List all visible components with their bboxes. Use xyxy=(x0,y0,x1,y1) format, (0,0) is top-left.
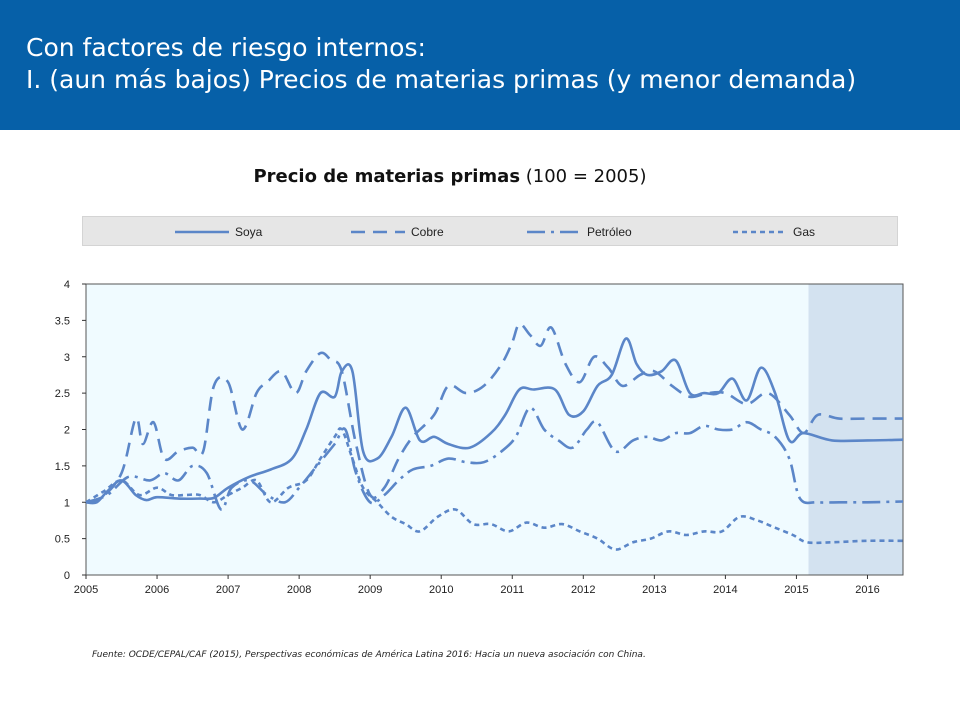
chart-title-rest: (100 = 2005) xyxy=(520,166,647,187)
x-tick-label: 2007 xyxy=(216,584,240,596)
y-tick-label: 4 xyxy=(64,279,70,291)
x-tick-label: 2010 xyxy=(429,584,453,596)
series-line-petroleo xyxy=(85,406,904,511)
y-tick-label: 3.5 xyxy=(55,315,70,327)
slide-header: Con factores de riesgo internos: I. (aun… xyxy=(0,0,960,130)
y-tick-label: 1.5 xyxy=(55,461,70,473)
y-tick-label: 0.5 xyxy=(55,534,70,546)
line-chart: 0 0.5 1 1.5 2 2.5 3 3.5 4 2005 2006 2007 2008 2009 201… xyxy=(55,279,904,596)
series-line-cobre xyxy=(85,322,903,504)
legend-label-soya: Soya xyxy=(235,225,263,239)
legend-svg: Soya Cobre Petróleo Gas xyxy=(175,225,815,239)
legend-label-petroleo: Petróleo xyxy=(587,225,632,239)
y-tick-label: 0 xyxy=(64,570,70,582)
x-tick-label: 2014 xyxy=(713,584,737,596)
x-tick-label: 2015 xyxy=(784,584,808,596)
legend-label-gas: Gas xyxy=(793,225,815,239)
x-tick-label: 2005 xyxy=(74,584,98,596)
slide-title-line-2: I. (aun más bajos) Precios de materias p… xyxy=(26,65,857,94)
y-tick-label: 2 xyxy=(64,425,70,437)
series-line-soya xyxy=(85,337,904,505)
y-tick-label: 3 xyxy=(64,352,70,364)
legend-label-cobre: Cobre xyxy=(411,225,444,239)
x-tick-label: 2011 xyxy=(500,584,524,596)
source-note: Fuente: OCDE/CEPAL/CAF (2015), Perspecti… xyxy=(92,650,646,660)
x-tick-label: 2006 xyxy=(145,584,169,596)
slide-title-line-1: Con factores de riesgo internos: xyxy=(26,33,426,62)
chart-title: Precio de materias primas (100 = 2005) xyxy=(0,166,900,187)
x-tick-label: 2008 xyxy=(287,584,311,596)
chart-title-bold: Precio de materias primas xyxy=(253,166,521,187)
x-tick-label: 2016 xyxy=(855,584,879,596)
y-tick-label: 1 xyxy=(64,497,70,509)
y-tick-label: 2.5 xyxy=(55,388,70,400)
series-line-gas xyxy=(85,427,904,551)
x-tick-label: 2009 xyxy=(358,584,382,596)
chart-legend: Soya Cobre Petróleo Gas xyxy=(82,216,898,246)
x-tick-label: 2012 xyxy=(571,584,595,596)
x-tick-label: 2013 xyxy=(642,584,666,596)
projection-band xyxy=(808,284,903,575)
